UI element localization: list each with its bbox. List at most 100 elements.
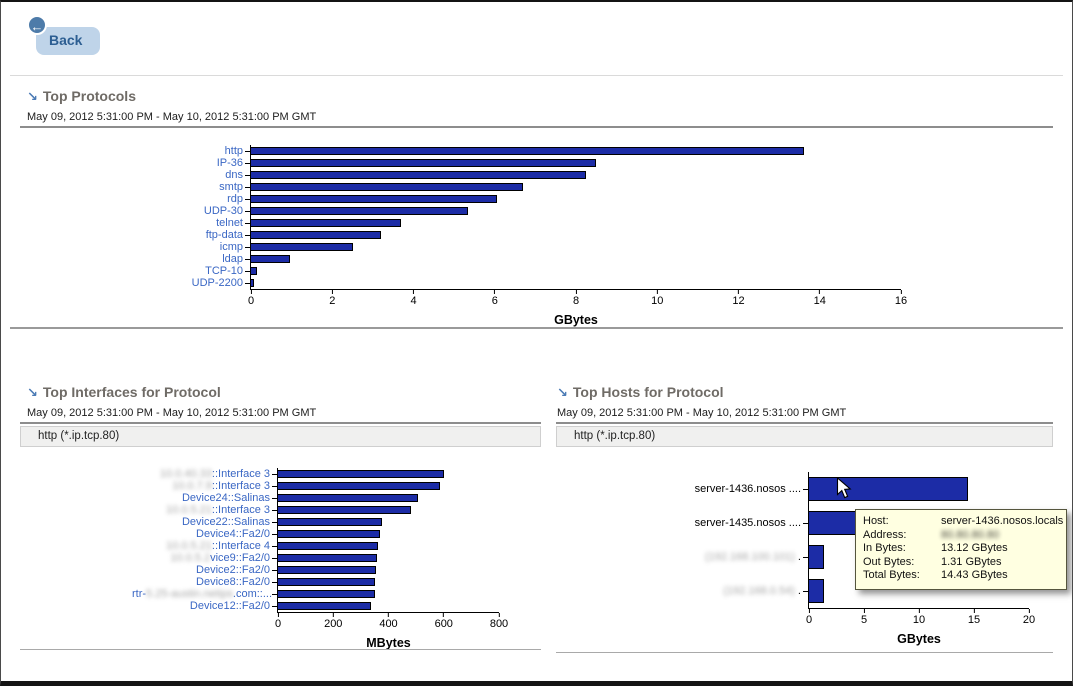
category-label-device24-salinas[interactable]: Device24::Salinas — [132, 492, 277, 504]
bar-udp-2200[interactable] — [251, 279, 254, 287]
bar-ftp-data[interactable] — [251, 231, 381, 239]
bar-10-0-7-9-interface-3[interactable] — [278, 482, 440, 490]
bar-row — [278, 516, 499, 528]
bar-ip-36[interactable] — [251, 159, 597, 167]
category-label-udp-30[interactable]: UDP-30 — [105, 205, 250, 217]
bar-row — [251, 193, 901, 205]
bar-server-1436-nosos[interactable] — [809, 477, 968, 501]
protocols-x-axis-label: GBytes — [554, 313, 598, 327]
bar-row — [278, 492, 499, 504]
bar-icmp[interactable] — [251, 243, 353, 251]
bar-rdp[interactable] — [251, 195, 497, 203]
category-label-ftp-data[interactable]: ftp-data — [105, 229, 250, 241]
divider — [10, 75, 1063, 76]
category-label-device2-fa2-0[interactable]: Device2::Fa2/0 — [132, 564, 277, 576]
category-label-10-0-5-21-interface-3[interactable]: 10.0.5.21::Interface 3 — [132, 504, 277, 516]
category-label-server-1436-nosos: server-1436.nosos .... — [668, 472, 808, 506]
section-header-interfaces: ↘ Top Interfaces for Protocol — [27, 384, 221, 402]
bar-device22-salinas[interactable] — [278, 518, 382, 526]
bar-dns[interactable] — [251, 171, 587, 179]
bar-device12-fa2-0[interactable] — [278, 602, 371, 610]
category-label-ldap[interactable]: ldap — [105, 253, 250, 265]
bar-10-0-5-2vice9-fa2-0[interactable] — [278, 554, 377, 562]
bar-192-168-0-54[interactable] — [809, 579, 825, 603]
category-label-smtp[interactable]: smtp — [105, 181, 250, 193]
x-tick-14: 14 — [814, 290, 826, 307]
bar-10-0-40-33-interface-3[interactable] — [278, 470, 444, 478]
tooltip-address-value: 80.80.80.80 — [941, 528, 1000, 541]
bar-row — [278, 600, 499, 612]
x-tick-16: 16 — [895, 290, 907, 307]
divider — [20, 649, 541, 650]
x-tick-5: 5 — [861, 609, 867, 626]
drilldown-icon[interactable]: ↘ — [27, 89, 38, 104]
host-tooltip: Host: server-1436.nosos.locals Address: 80… — [855, 509, 1067, 590]
bar-rtr-5-25-austin-netips-com[interactable] — [278, 590, 375, 598]
bar-row — [251, 241, 901, 253]
bar-ldap[interactable] — [251, 255, 290, 263]
category-label-ip-36[interactable]: IP-36 — [105, 157, 250, 169]
hosts-category-labels: server-1436.nosos .... server-1435.nosos … — [668, 472, 808, 646]
category-label-10-0-5-21-interface-4[interactable]: 10.0.5.21::Interface 4 — [132, 540, 277, 552]
category-label-dns[interactable]: dns — [105, 169, 250, 181]
bar-row — [251, 145, 901, 157]
bar-device2-fa2-0[interactable] — [278, 566, 376, 574]
bar-192-168-100-101[interactable] — [809, 545, 825, 569]
category-label-http[interactable]: http — [105, 145, 250, 157]
category-label-tcp-10[interactable]: TCP-10 — [105, 265, 250, 277]
category-label-device12-fa2-0[interactable]: Device12::Fa2/0 — [132, 600, 277, 612]
drilldown-icon[interactable]: ↘ — [27, 385, 38, 400]
bar-smtp[interactable] — [251, 183, 524, 191]
x-tick-6: 6 — [492, 290, 498, 307]
section-header-protocols: ↘ Top Protocols — [27, 88, 136, 106]
divider — [556, 422, 1053, 424]
tooltip-inbytes-label: In Bytes: — [863, 542, 906, 554]
section-header-hosts: ↘ Top Hosts for Protocol — [557, 384, 724, 402]
category-label-device4-fa2-0[interactable]: Device4::Fa2/0 — [132, 528, 277, 540]
bar-row — [251, 217, 901, 229]
bar-device4-fa2-0[interactable] — [278, 530, 381, 538]
date-range-interfaces: May 09, 2012 5:31:00 PM - May 10, 2012 5… — [27, 407, 317, 419]
x-tick-8: 8 — [573, 290, 579, 307]
back-button[interactable]: Back — [36, 27, 100, 55]
category-label-rtr-5-25-austin-netips-com[interactable]: rtr-5.25-austin.netips.com::... — [132, 588, 277, 600]
interfaces-x-axis-label: MBytes — [366, 636, 411, 650]
bar-device8-fa2-0[interactable] — [278, 578, 375, 586]
protocols-x-axis: 0 2 4 6 8 10 12 14 16 — [248, 290, 907, 310]
hosts-filter-value: http (*.ip.tcp.80) — [556, 426, 1053, 447]
back-arrow-icon[interactable]: ← — [27, 15, 47, 35]
category-label-device22-salinas[interactable]: Device22::Salinas — [132, 516, 277, 528]
x-tick-2: 2 — [329, 290, 335, 307]
category-label-udp-2200[interactable]: UDP-2200 — [105, 277, 250, 289]
hosts-x-axis-label: GBytes — [897, 632, 941, 646]
bar-row — [809, 472, 1029, 506]
x-tick-0: 0 — [248, 290, 254, 307]
bar-device24-salinas[interactable] — [278, 494, 418, 502]
category-label-10-0-7-9-interface-3[interactable]: 10.0.7.9::Interface 3 — [132, 480, 277, 492]
x-tick-0: 0 — [806, 609, 812, 626]
bar-row — [278, 504, 499, 516]
bar-row — [809, 574, 1029, 608]
bar-udp-30[interactable] — [251, 207, 469, 215]
category-label-10-0-40-33-interface-3[interactable]: 10.0.40.33::Interface 3 — [132, 468, 277, 480]
bar-http[interactable] — [251, 147, 804, 155]
category-label-device8-fa2-0[interactable]: Device8::Fa2/0 — [132, 576, 277, 588]
category-label-10-0-5-2vice9-fa2-0[interactable]: 10.0.5.2vice9::Fa2/0 — [132, 552, 277, 564]
drilldown-icon[interactable]: ↘ — [557, 385, 568, 400]
x-tick-0: 0 — [275, 613, 281, 630]
category-label-server-1435-nosos: server-1435.nosos .... — [668, 506, 808, 540]
tooltip-host-value: server-1436.nosos.locals — [941, 515, 1064, 527]
section-title-protocols: Top Protocols — [42, 88, 136, 104]
interfaces-category-labels: 10.0.40.33::Interface 3 10.0.7.9::Interfa… — [132, 468, 277, 650]
category-label-telnet[interactable]: telnet — [105, 217, 250, 229]
bar-telnet[interactable] — [251, 219, 402, 227]
bar-10-0-5-21-interface-3[interactable] — [278, 506, 411, 514]
category-label-icmp[interactable]: icmp — [105, 241, 250, 253]
date-range-protocols: May 09, 2012 5:31:00 PM - May 10, 2012 5… — [27, 111, 317, 123]
bar-tcp-10[interactable] — [251, 267, 258, 275]
bar-10-0-5-21-interface-4[interactable] — [278, 542, 379, 550]
hosts-x-axis: 0 5 10 15 20 — [806, 609, 1035, 629]
tooltip-outbytes-value: 1.31 GBytes — [941, 555, 1002, 568]
tooltip-host-label: Host: — [863, 515, 889, 527]
category-label-rdp[interactable]: rdp — [105, 193, 250, 205]
